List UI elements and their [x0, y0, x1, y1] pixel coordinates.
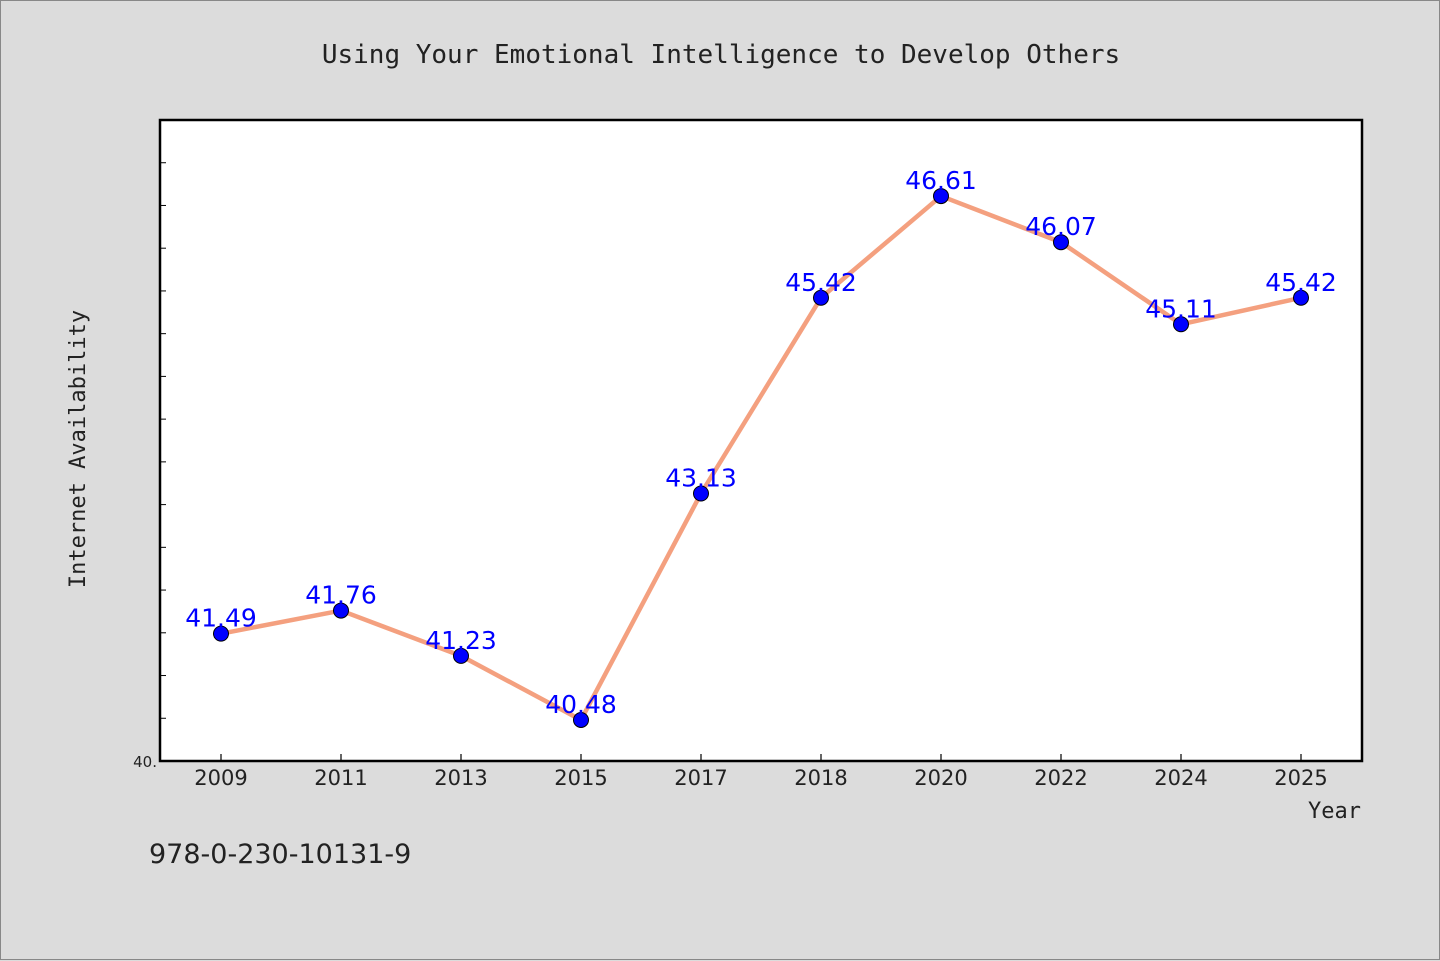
data-label: 46.61	[905, 166, 977, 195]
series-line	[220, 193, 1302, 723]
data-label: 45.42	[1265, 268, 1337, 297]
plot-area	[158, 118, 1364, 763]
data-label: 41.23	[425, 626, 497, 655]
data-point	[1053, 234, 1069, 251]
x-tick-label: 2022	[1034, 766, 1087, 790]
data-label: 45.42	[785, 268, 857, 297]
x-tick-label: 2020	[914, 766, 967, 790]
data-point	[573, 711, 589, 728]
data-label: 41.76	[305, 581, 377, 610]
data-label: 45.11	[1145, 294, 1217, 323]
x-tick-label: 2011	[314, 766, 367, 790]
chart-title: Using Your Emotional Intelligence to Dev…	[322, 40, 1120, 70]
x-tick-label: 2025	[1274, 766, 1327, 790]
y-tick-label: 40.	[133, 753, 157, 771]
x-tick-label: 2018	[794, 766, 847, 790]
isbn-text: 978-0-230-10131-9	[149, 839, 411, 870]
data-point	[933, 188, 949, 205]
data-label: 41.49	[185, 604, 257, 633]
x-tick-label: 2009	[194, 766, 247, 790]
data-point	[1293, 289, 1309, 306]
data-point	[333, 602, 349, 619]
series-line-group: 41.49 41.76 41.23 40.48 43.13 45.42 46.61 46.07…	[185, 166, 1337, 728]
data-label: 43.13	[665, 463, 737, 492]
data-point	[1173, 316, 1189, 333]
x-tick-label: 2024	[1154, 766, 1207, 790]
x-tick-label: 2013	[434, 766, 487, 790]
y-axis-ticks: 40.	[133, 119, 166, 771]
x-axis-label: Year	[1308, 799, 1361, 824]
data-label: 46.07	[1025, 212, 1097, 241]
x-axis-ticks: 2009 2011 2013 2015 2017 2018 2020 2022 2024 2025	[194, 754, 1328, 790]
data-point	[213, 625, 229, 642]
x-tick-label: 2017	[674, 766, 727, 790]
data-label: 40.48	[545, 690, 617, 719]
data-point	[813, 289, 829, 306]
data-point	[693, 485, 709, 502]
data-point	[453, 647, 469, 664]
y-axis-label: Internet Availability	[66, 310, 91, 588]
x-tick-label: 2015	[554, 766, 607, 790]
